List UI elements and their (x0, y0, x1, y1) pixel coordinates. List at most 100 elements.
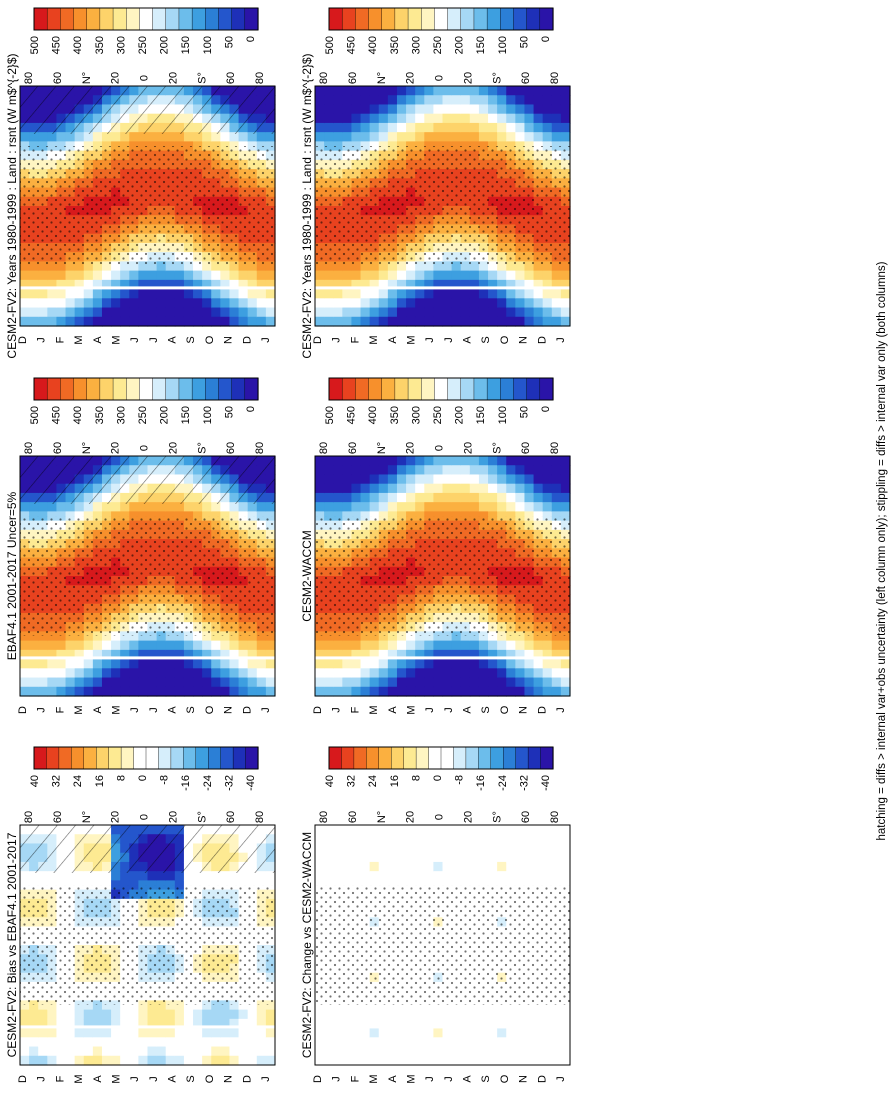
heatmap-cell (451, 104, 462, 115)
heatmap-cell (193, 279, 203, 290)
heatmap-cell (351, 1018, 362, 1029)
heatmap-cell (542, 677, 553, 688)
colorbar-frame (33, 746, 259, 770)
heatmap-cell (165, 640, 176, 651)
heatmap-cell (497, 456, 507, 466)
colorbar-swatch (513, 7, 528, 31)
heatmap-cell (551, 261, 562, 272)
heatmap-cell (129, 631, 139, 642)
heatmap-cell (360, 502, 371, 512)
heatmap-cell (360, 843, 371, 854)
heatmap-cell (378, 861, 389, 872)
colorbar-label: 50 (518, 406, 530, 418)
colorbar-swatch (378, 746, 392, 770)
heatmap-cell (56, 686, 67, 697)
heatmap-cell (478, 871, 489, 881)
heatmap-cell (515, 465, 526, 476)
heatmap-cell (442, 649, 453, 660)
heatmap-cell (147, 631, 158, 642)
heatmap-cell (315, 307, 325, 318)
heatmap-cell (369, 270, 380, 281)
heatmap-cell (265, 1055, 276, 1066)
heatmap-cell (497, 1055, 507, 1066)
heatmap-cell (333, 649, 343, 660)
heatmap-cell (247, 1037, 258, 1048)
colorbar-swatch (453, 746, 467, 770)
heatmap-cell (351, 640, 362, 651)
heatmap-cell (469, 668, 480, 679)
heatmap-cell (47, 270, 58, 281)
colorbar-label: 200 (454, 36, 466, 54)
heatmap-cell (424, 95, 434, 106)
colorbar-label: 32 (51, 775, 63, 787)
heatmap-cell (515, 122, 526, 133)
heatmap-cell (83, 279, 94, 290)
heatmap-cell (193, 649, 203, 660)
x-tick-label: M (73, 705, 85, 714)
heatmap-cell (433, 1028, 444, 1038)
heatmap-cell (92, 640, 103, 651)
heatmap-cell (138, 289, 149, 299)
heatmap-cell (351, 104, 362, 115)
heatmap-cell (478, 843, 489, 854)
x-tick-label: A (92, 706, 104, 714)
heatmap-cell (478, 825, 489, 835)
heatmap-cell (351, 659, 362, 669)
heatmap-cell (351, 834, 362, 845)
heatmap-cell (92, 279, 103, 290)
heatmap-cell (351, 871, 362, 881)
heatmap-cell (351, 1037, 362, 1048)
heatmap-cell (488, 852, 498, 863)
heatmap-cell (433, 270, 444, 281)
heatmap-cell (229, 132, 240, 142)
heatmap-cell (378, 261, 389, 272)
heatmap-cell (387, 502, 398, 512)
colorbar-swatch (473, 7, 488, 31)
heatmap-cell (324, 871, 334, 881)
heatmap-cell (506, 122, 516, 133)
heatmap-cell (165, 631, 176, 642)
heatmap-cell (369, 1037, 380, 1048)
heatmap-cell (202, 316, 212, 327)
heatmap-cell (147, 307, 158, 318)
heatmap-cell (138, 640, 149, 651)
heatmap-cell (433, 86, 444, 96)
heatmap-cell (229, 289, 240, 299)
heatmap-cell (478, 686, 489, 697)
panel-title: CESM2-WACCM (300, 530, 314, 622)
heatmap-cell (488, 1009, 498, 1020)
heatmap-cell (533, 104, 544, 115)
heatmap-cell (156, 659, 167, 669)
heatmap-cell (442, 1055, 453, 1066)
gap-line (20, 286, 275, 290)
heatmap-cell (147, 270, 158, 281)
heatmap-cell (202, 1055, 212, 1066)
y-tick-label: 60 (347, 442, 359, 454)
heatmap-cell (360, 474, 371, 485)
heatmap-cell (424, 1000, 434, 1011)
heatmap-cell (542, 456, 553, 466)
heatmap-cell (111, 640, 121, 651)
colorbar-label: -8 (159, 775, 171, 785)
heatmap-cell (147, 1046, 158, 1057)
heatmap-cell (74, 649, 85, 660)
heatmap-cell (451, 825, 462, 835)
heatmap-cell (56, 668, 67, 679)
heatmap-cell (333, 307, 343, 318)
heatmap-cell (442, 289, 453, 299)
heatmap-cell (101, 298, 112, 309)
y-tick-label: N° (81, 72, 93, 84)
heatmap-cell (324, 825, 334, 835)
heatmap-cell (202, 289, 212, 299)
heatmap-cell (65, 289, 76, 299)
x-tick-label: J (260, 1076, 272, 1082)
heatmap-cell (238, 659, 249, 669)
heatmap-cell (524, 1009, 535, 1020)
colorbar-swatch (447, 7, 462, 31)
heatmap-cell (138, 132, 149, 142)
x-tick-label: J (148, 337, 160, 343)
y-tick-label: 20 (405, 72, 417, 84)
heatmap-cell (83, 289, 94, 299)
heatmap-cell (47, 1046, 58, 1057)
